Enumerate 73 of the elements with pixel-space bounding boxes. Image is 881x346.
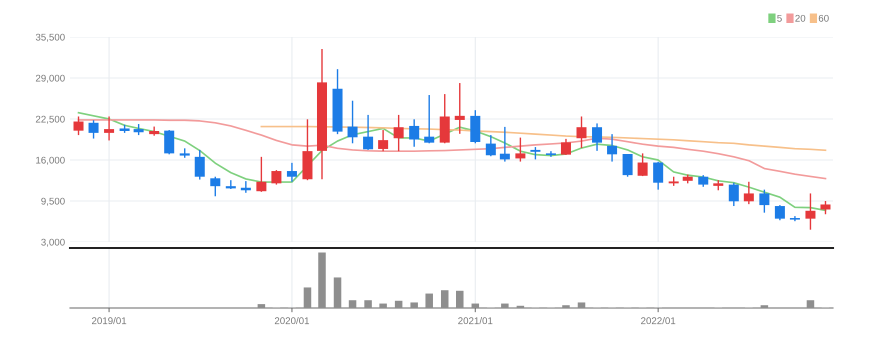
candlestick xyxy=(348,100,358,144)
candlestick xyxy=(194,149,205,180)
candlestick xyxy=(515,136,526,162)
candlestick xyxy=(454,82,465,135)
candlestick xyxy=(607,133,618,162)
candlestick xyxy=(104,116,114,142)
bar xyxy=(501,304,509,308)
bar xyxy=(760,305,768,308)
bar xyxy=(364,300,372,308)
candlestick xyxy=(530,146,540,160)
candlestick xyxy=(210,176,220,197)
candlestick xyxy=(240,180,251,194)
candlestick xyxy=(424,94,434,144)
candlestick xyxy=(653,161,664,190)
bar xyxy=(334,277,342,308)
line-series xyxy=(260,126,826,152)
bar xyxy=(578,302,586,308)
candlestick xyxy=(363,114,374,151)
candlestick xyxy=(638,152,648,177)
candlestick xyxy=(728,182,739,207)
legend-label: 60 xyxy=(818,14,829,22)
candlestick xyxy=(149,126,160,136)
bar xyxy=(562,305,570,308)
y-tick-label: 29,000 xyxy=(36,74,65,83)
y-tick-label: 35,500 xyxy=(36,34,65,42)
y-tick-label: 16,000 xyxy=(36,156,65,165)
candlestick xyxy=(592,122,602,152)
candlestick xyxy=(500,126,510,162)
candlestick xyxy=(271,169,282,186)
bar xyxy=(410,302,418,308)
bar xyxy=(379,304,387,308)
bar xyxy=(806,300,814,308)
bar xyxy=(304,287,312,308)
candlestick xyxy=(759,188,770,214)
y-tick-label: 3,000 xyxy=(41,238,65,247)
candlestick xyxy=(744,181,754,205)
legend-label: 5 xyxy=(777,14,782,22)
candlestick xyxy=(820,200,830,215)
candlestick xyxy=(622,153,633,178)
bar xyxy=(472,304,480,308)
candlestick xyxy=(134,123,144,136)
bar xyxy=(456,290,464,308)
candlestick xyxy=(378,129,388,152)
bar xyxy=(425,294,433,308)
candlestick xyxy=(164,129,174,156)
candlestick xyxy=(256,156,266,193)
candlestick xyxy=(668,176,679,187)
candlestick xyxy=(486,134,496,157)
bar xyxy=(440,290,448,308)
candlestick xyxy=(286,162,297,182)
bar xyxy=(318,252,326,308)
legend-label: 20 xyxy=(795,14,806,22)
line-series xyxy=(78,119,826,180)
x-tick-label: 2021/01 xyxy=(458,317,492,324)
candlestick xyxy=(409,118,420,148)
candlestick xyxy=(88,120,99,140)
candlestick xyxy=(576,116,587,149)
bar xyxy=(258,304,266,308)
candlestick xyxy=(805,192,816,230)
candlestick xyxy=(698,174,708,188)
x-tick-label: 2020/01 xyxy=(274,317,310,324)
candlestick xyxy=(74,116,84,136)
candlestick xyxy=(560,138,571,156)
bar xyxy=(348,300,356,308)
candlestick xyxy=(180,148,190,158)
candlestick xyxy=(774,204,785,221)
y-tick-label: 9,500 xyxy=(41,198,65,206)
candlestick xyxy=(394,114,404,152)
x-tick-label: 2022/01 xyxy=(641,317,676,324)
y-tick-label: 22,500 xyxy=(36,116,65,124)
x-tick-label: 2019/01 xyxy=(92,317,126,324)
bar xyxy=(394,300,402,308)
candlestick xyxy=(713,179,724,191)
